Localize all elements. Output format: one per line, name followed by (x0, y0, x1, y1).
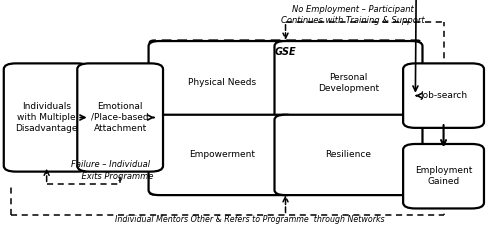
Text: Personal
Development: Personal Development (318, 73, 379, 93)
FancyBboxPatch shape (148, 115, 296, 195)
Text: Individual Mentors Other & Refers to Programme  through Networks: Individual Mentors Other & Refers to Pro… (115, 215, 385, 224)
Text: Emotional
/Place-based
Attachment: Emotional /Place-based Attachment (92, 102, 149, 133)
Text: No Employment – Participant
Continues with Training & Support: No Employment – Participant Continues wi… (281, 5, 424, 25)
Text: Failure – Individual
    Exits Programme: Failure – Individual Exits Programme (71, 160, 154, 181)
FancyBboxPatch shape (403, 144, 484, 208)
FancyBboxPatch shape (150, 40, 422, 195)
FancyBboxPatch shape (4, 63, 89, 172)
Text: Individuals
with Multiple
Disadvantage: Individuals with Multiple Disadvantage (16, 102, 78, 133)
Text: GSE: GSE (274, 47, 296, 57)
Text: Empowerment: Empowerment (190, 150, 256, 159)
Text: Physical Needs: Physical Needs (188, 78, 256, 87)
FancyBboxPatch shape (274, 41, 422, 125)
Text: Resilience: Resilience (326, 150, 372, 159)
FancyBboxPatch shape (148, 41, 296, 125)
FancyBboxPatch shape (274, 115, 422, 195)
FancyBboxPatch shape (78, 63, 163, 172)
FancyBboxPatch shape (403, 63, 484, 128)
Text: Employment
Gained: Employment Gained (415, 166, 472, 186)
Text: Job-search: Job-search (420, 91, 467, 100)
